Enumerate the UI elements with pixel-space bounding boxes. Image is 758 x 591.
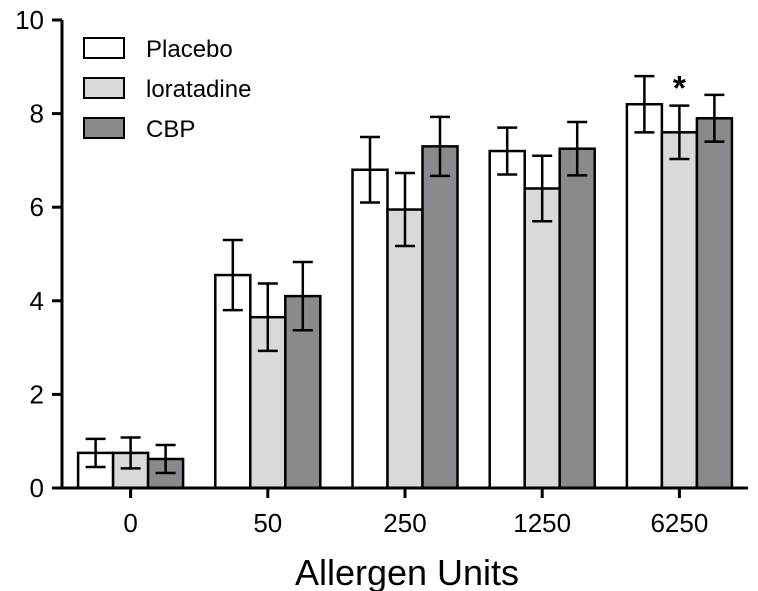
error-bar-placebo-1250 <box>497 126 518 176</box>
error-bar-cbp-0 <box>155 443 176 475</box>
y-tick-label-4: 4 <box>30 286 44 316</box>
error-bar-cbp-50 <box>292 260 313 332</box>
x-tick-label-1250: 1250 <box>513 508 571 538</box>
x-tick-label-50: 50 <box>253 508 282 538</box>
bar-cbp-250 <box>421 145 459 490</box>
bar-placebo-1250 <box>488 149 526 490</box>
legend-swatch-loratadine <box>83 77 125 99</box>
error-bar-loratadine-0 <box>120 436 141 470</box>
bar-loratadine-6250 <box>660 131 699 490</box>
y-ticks-layer: 0 2 4 6 8 10 <box>15 5 62 503</box>
error-bar-loratadine-1250 <box>532 154 553 223</box>
y-tick-label-2: 2 <box>30 379 44 409</box>
bar-cbp-6250 <box>695 117 734 490</box>
error-bar-cbp-250 <box>430 115 450 178</box>
error-bar-loratadine-6250 <box>669 104 690 161</box>
x-tick-label-250: 250 <box>383 508 426 538</box>
legend: Placebo loratadine CBP <box>83 36 251 143</box>
y-tick-label-6: 6 <box>30 192 44 222</box>
error-bar-loratadine-250 <box>395 171 415 248</box>
error-bar-placebo-6250 <box>634 74 655 134</box>
error-bar-cbp-1250 <box>567 120 588 177</box>
legend-swatch-placebo <box>83 37 125 59</box>
bar-placebo-6250 <box>625 102 664 490</box>
legend-item-cbp: CBP <box>83 116 195 143</box>
legend-swatch-cbp <box>83 117 125 139</box>
legend-label-placebo: Placebo <box>146 36 233 63</box>
annotations-layer: * <box>673 70 687 108</box>
bars-layer <box>76 102 734 490</box>
error-bar-placebo-250 <box>360 135 380 204</box>
error-bar-cbp-6250 <box>704 93 725 143</box>
legend-label-loratadine: loratadine <box>146 76 251 103</box>
legend-label-cbp: CBP <box>146 116 195 143</box>
y-tick-label-0: 0 <box>30 473 44 503</box>
significance-asterisk: * <box>673 70 687 108</box>
x-ticks-layer: 0 50 250 1250 6250 <box>123 488 708 538</box>
x-axis-title: Allergen Units <box>295 552 519 591</box>
error-bar-placebo-50 <box>222 238 243 312</box>
error-bars-layer <box>85 74 725 475</box>
bar-loratadine-1250 <box>523 187 561 490</box>
y-tick-label-10: 10 <box>15 5 44 35</box>
legend-item-placebo: Placebo <box>83 36 233 63</box>
bar-placebo-250 <box>351 168 389 490</box>
x-tick-label-6250: 6250 <box>650 508 708 538</box>
legend-item-loratadine: loratadine <box>83 76 251 103</box>
bar-cbp-1250 <box>558 147 596 490</box>
error-bar-placebo-0 <box>85 437 106 469</box>
error-bar-loratadine-50 <box>257 282 278 353</box>
bar-loratadine-250 <box>386 208 424 490</box>
y-tick-label-8: 8 <box>30 99 44 129</box>
x-tick-label-0: 0 <box>123 508 137 538</box>
